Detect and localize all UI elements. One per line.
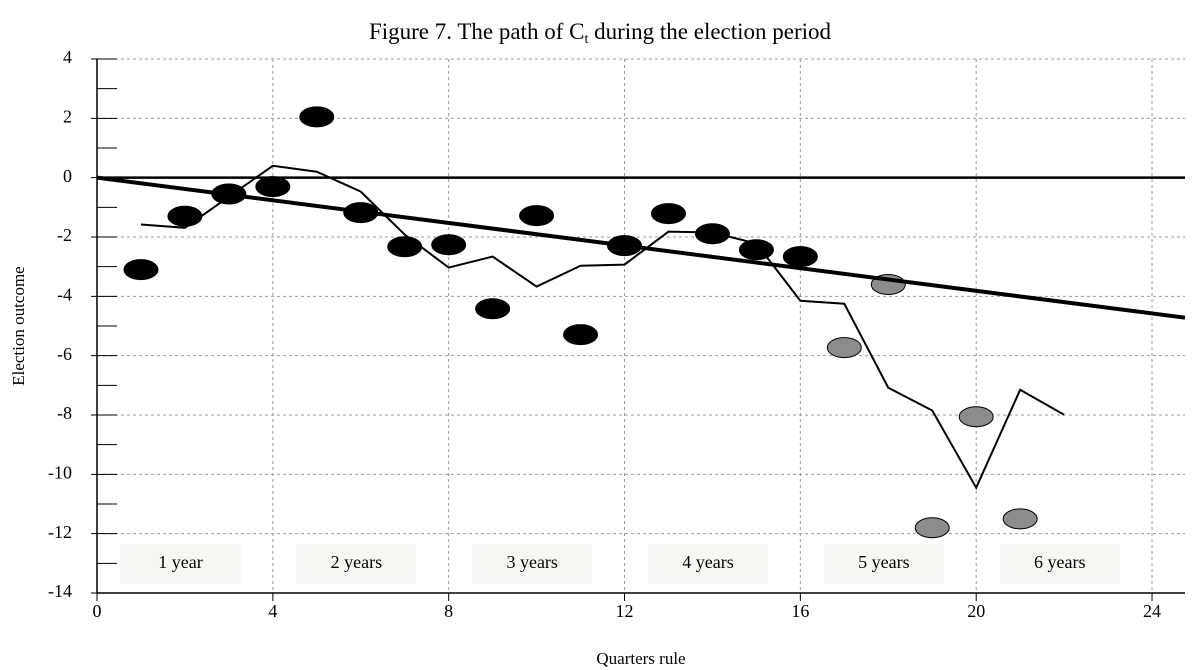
period-label: 4 years: [682, 552, 733, 572]
y-tick-label: -4: [57, 284, 72, 304]
title-part: Figure 7. The path of C: [369, 19, 585, 44]
x-tick-label: 12: [616, 601, 634, 621]
marker: [826, 337, 862, 359]
marker: [299, 106, 335, 128]
period-box: [296, 544, 417, 584]
period-label: 6 years: [1034, 552, 1085, 572]
x-axis-label: Quarters rule: [596, 649, 685, 668]
x-tick-label: 24: [1143, 601, 1161, 621]
marker: [563, 324, 599, 346]
period-box: [648, 544, 769, 584]
marker: [782, 246, 818, 268]
marker: [958, 406, 994, 428]
y-tick-label: -10: [48, 462, 72, 482]
period-box: [999, 544, 1120, 584]
period-label: 5 years: [858, 552, 909, 572]
y-tick-label: -12: [48, 522, 72, 542]
marker: [650, 203, 686, 225]
y-tick-label: -14: [48, 581, 72, 601]
title-subscript: t: [584, 32, 588, 47]
marker: [914, 517, 950, 539]
marker: [694, 223, 730, 245]
x-tick-label: 4: [268, 601, 277, 621]
marker: [167, 205, 203, 227]
title-part: during the election period: [588, 19, 831, 44]
y-tick-label: -6: [57, 344, 72, 364]
period-box: [472, 544, 593, 584]
marker: [387, 236, 423, 258]
y-tick-label: 2: [63, 106, 72, 126]
x-tick-label: 16: [791, 601, 809, 621]
x-tick-label: 20: [967, 601, 985, 621]
period-label: 2 years: [331, 552, 382, 572]
period-box: [823, 544, 944, 584]
y-axis-label: Election outcome: [9, 266, 28, 385]
y-tick-label: -2: [57, 225, 72, 245]
line: [140, 164, 1065, 490]
y-tick-label: 0: [63, 166, 72, 186]
period-label: 3 years: [506, 552, 557, 572]
marker: [255, 176, 291, 198]
marker: [123, 259, 159, 281]
line: [96, 175, 1186, 320]
x-tick-label: 8: [444, 601, 453, 621]
y-tick-label: -8: [57, 403, 72, 423]
marker: [1002, 508, 1038, 530]
period-label: 1 year: [158, 552, 202, 572]
marker: [475, 298, 511, 320]
marker: [431, 234, 467, 256]
chart-title: Figure 7. The path of Ct during the elec…: [369, 19, 832, 47]
y-tick-label: 4: [63, 47, 72, 67]
marker: [519, 205, 555, 227]
x-tick-label: 0: [93, 601, 102, 621]
period-box: [120, 544, 241, 584]
